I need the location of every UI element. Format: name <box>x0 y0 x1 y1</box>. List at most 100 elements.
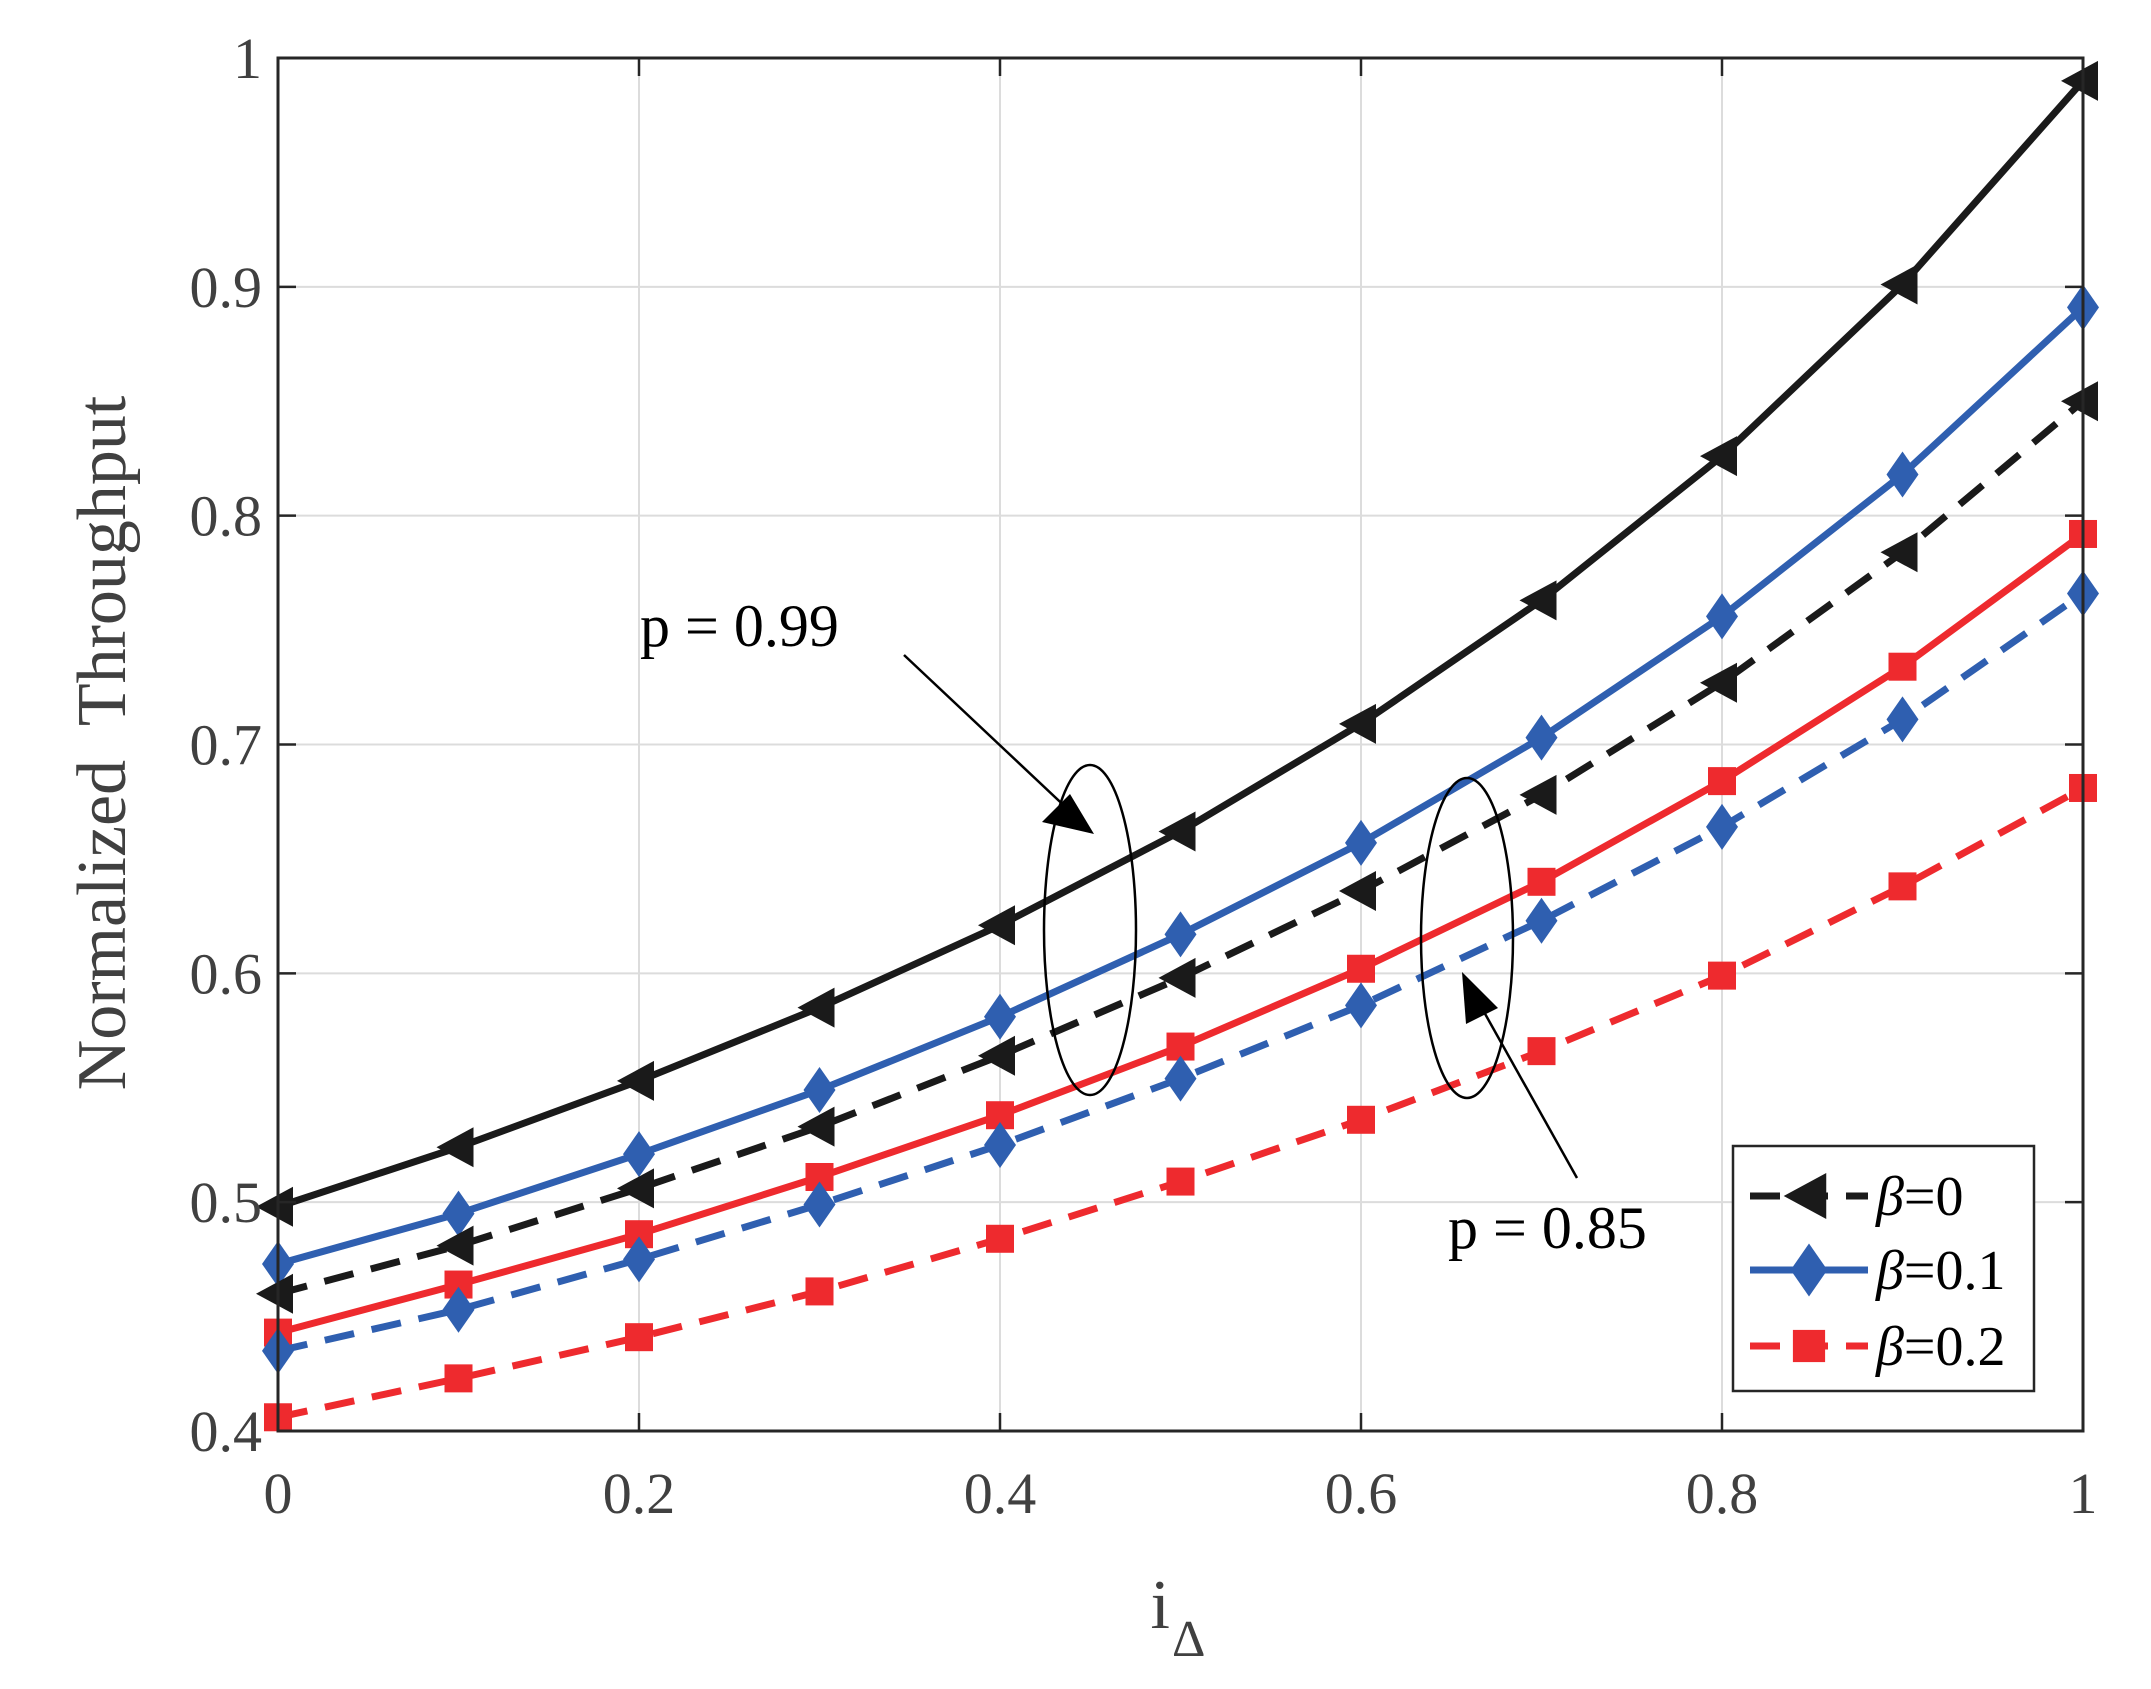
annotations: p = 0.99 p = 0.85 <box>640 593 1647 1261</box>
ticks: 0 0.2 0.4 0.6 0.8 1 0.4 0.5 0.6 0.7 0.8 0.9 1 <box>190 26 2098 1526</box>
data-point-marker <box>1888 872 1917 901</box>
data-point-marker <box>436 1127 474 1168</box>
y-tick-label: 0.9 <box>190 255 263 320</box>
data-point-marker <box>1527 1037 1556 1066</box>
annotation-arrow-p099 <box>903 654 1091 831</box>
annotation-ellipse-p099 <box>1042 763 1138 1097</box>
y-tick-label: 0.7 <box>190 713 263 778</box>
data-point-marker <box>803 1181 836 1228</box>
annotation-ellipse-p085 <box>1419 776 1515 1100</box>
data-point-marker <box>617 1168 654 1209</box>
data-point-marker <box>1519 774 1557 815</box>
x-tick-label: 0.8 <box>1686 1461 1759 1526</box>
y-tick-label: 0.8 <box>190 484 263 549</box>
data-point-marker <box>1347 954 1375 983</box>
legend-value: =0.1 <box>1904 1240 2006 1302</box>
data-point-marker <box>1166 1167 1195 1196</box>
data-point-marker <box>1880 532 1918 573</box>
data-point-marker <box>1706 803 1738 850</box>
data-point-marker <box>1347 1105 1375 1134</box>
y-axis-label: Normalized Throughput <box>64 395 141 1090</box>
data-point-marker <box>1708 961 1736 990</box>
series-group <box>256 60 2099 1432</box>
data-point-marker <box>797 1106 835 1147</box>
data-point-marker <box>1700 662 1737 703</box>
data-point-marker <box>1345 982 1377 1029</box>
data-point-marker <box>978 905 1015 946</box>
legend-symbol: β <box>1875 1166 1904 1228</box>
legend-marker <box>1783 1173 1827 1219</box>
legend-entry-1: β=0 <box>1750 1166 1963 1228</box>
data-point-marker <box>256 1186 293 1227</box>
data-point-marker <box>442 1286 475 1333</box>
annotation-arrowhead-p085 <box>1462 972 1498 1024</box>
data-point-marker <box>1158 957 1196 998</box>
data-point-marker <box>2061 60 2098 101</box>
series-4 <box>264 519 2097 1347</box>
data-point-marker <box>623 1236 655 1283</box>
data-point-marker <box>444 1364 473 1393</box>
data-point-marker <box>1158 811 1196 852</box>
series-line <box>277 590 2086 1355</box>
annotation-label-p085: p = 0.85 <box>1448 1195 1647 1261</box>
x-tick-label: 0.6 <box>1325 1461 1398 1526</box>
legend-value: =0 <box>1904 1166 1964 1228</box>
data-point-marker <box>1886 696 1919 743</box>
data-point-marker <box>617 1060 654 1101</box>
data-point-marker <box>623 1131 655 1178</box>
x-axis-label: iΔ <box>1151 1567 1206 1668</box>
data-point-marker <box>436 1225 474 1266</box>
legend-marker <box>1792 1329 1826 1363</box>
data-point-marker <box>1880 264 1918 305</box>
data-point-marker <box>1519 580 1557 621</box>
x-axis-label-main: i <box>1151 1567 1170 1644</box>
data-point-marker <box>1706 593 1738 640</box>
data-point-marker <box>2061 381 2098 422</box>
data-point-marker <box>1708 767 1736 796</box>
legend-entry-2: β=0.1 <box>1750 1240 2005 1302</box>
x-tick-label: 1 <box>2069 1461 2098 1526</box>
series-2 <box>262 284 2099 1287</box>
y-tick-label: 0.5 <box>190 1170 263 1235</box>
legend-symbol: β <box>1875 1316 1904 1378</box>
legend-label: β=0 <box>1875 1166 1963 1228</box>
data-point-marker <box>1339 870 1376 911</box>
data-point-marker <box>1886 451 1919 498</box>
y-tick-label: 0.6 <box>190 941 263 1006</box>
data-point-marker <box>805 1277 834 1306</box>
legend-symbol: β <box>1875 1240 1904 1302</box>
data-point-marker <box>1345 819 1377 866</box>
data-point-marker <box>1164 911 1197 958</box>
annotation-arrowhead-p099 <box>1042 794 1094 834</box>
data-point-marker <box>256 1273 293 1314</box>
data-point-marker <box>1888 652 1917 681</box>
legend-label: β=0.2 <box>1875 1316 2005 1378</box>
series-5 <box>262 570 2099 1374</box>
data-point-marker <box>984 993 1016 1040</box>
data-point-marker <box>1339 703 1376 744</box>
annotation-label-p099: p = 0.99 <box>640 593 839 659</box>
legend-label: β=0.1 <box>1875 1240 2005 1302</box>
series-line <box>277 398 2086 1298</box>
y-tick-label: 1 <box>233 26 262 91</box>
x-tick-label: 0.4 <box>964 1461 1037 1526</box>
data-point-marker <box>803 1067 836 1114</box>
legend: β=0β=0.1β=0.2 <box>1731 1144 2036 1393</box>
data-point-marker <box>1525 714 1558 761</box>
data-point-marker <box>797 987 835 1028</box>
legend-entry-3: β=0.2 <box>1750 1316 2005 1378</box>
x-tick-label: 0 <box>264 1461 293 1526</box>
data-point-marker <box>1700 436 1737 477</box>
legend-marker <box>1790 1243 1828 1297</box>
series-1 <box>256 60 2098 1227</box>
y-tick-label: 0.4 <box>190 1399 263 1464</box>
data-point-marker <box>986 1224 1014 1253</box>
data-point-marker <box>1164 1055 1197 1102</box>
legend-value: =0.2 <box>1904 1316 2006 1378</box>
series-3 <box>256 381 2098 1314</box>
data-point-marker <box>442 1190 475 1237</box>
data-point-marker <box>625 1323 653 1352</box>
x-axis-label-subscript: Δ <box>1172 1611 1205 1668</box>
